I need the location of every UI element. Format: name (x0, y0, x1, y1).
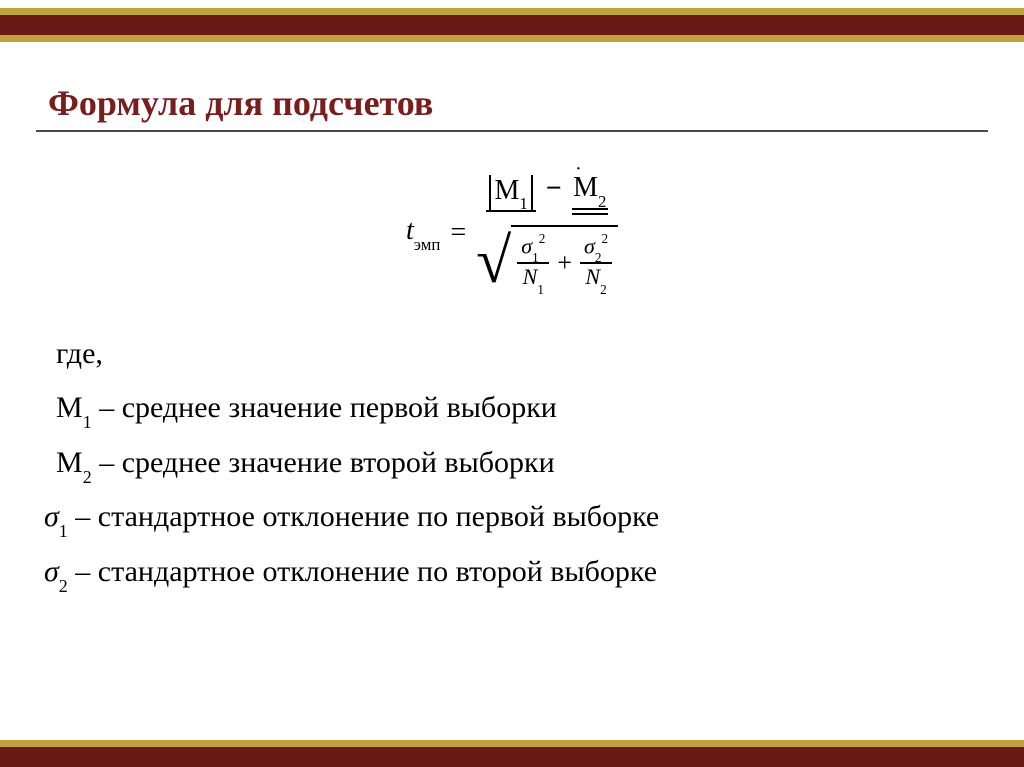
title-underline (36, 130, 988, 132)
legend-sigma1: σ1 – стандартное отклонение по первой вы… (44, 493, 988, 542)
content-area: Формула для подсчетов tэмп = М1 (0, 42, 1024, 597)
equals-sign: = (450, 217, 466, 249)
bar-white (0, 0, 1024, 8)
m2-symbol: М2 (573, 172, 606, 208)
abs-bar-right (531, 175, 533, 211)
sqrt-inner: σ12 N1 + σ22 N2 (511, 225, 618, 294)
bottom-bar-gold (0, 740, 1024, 747)
bar-gold-bottom (0, 35, 1024, 42)
m1-symbol: М1 (494, 175, 527, 211)
legend-where: где, (56, 330, 988, 378)
top-decorative-bars (0, 0, 1024, 42)
minus-sign: − (546, 175, 562, 211)
legend-block: где, М1 – среднее значение первой выборк… (36, 330, 988, 597)
numer-line-1 (486, 210, 535, 212)
legend-m1: М1 – среднее значение первой выборки (56, 384, 988, 433)
denominator: √ σ12 N1 + σ22 (476, 219, 618, 294)
plus-sign: + (557, 248, 572, 278)
formula-block: tэмп = М1 − (36, 172, 988, 294)
numer-line-2b (572, 213, 608, 215)
lhs-var: t (406, 215, 414, 246)
lhs: tэмп (406, 215, 440, 251)
fraction: М1 − М2 (476, 172, 618, 294)
numerator: М1 − М2 (480, 172, 613, 219)
lhs-sub: эмп (414, 235, 441, 254)
numerator-m1-group: М1 (486, 175, 535, 213)
frac-sigma2: σ22 N2 (580, 233, 612, 294)
abs-bar-left (489, 175, 491, 211)
abs-m1: М1 (486, 175, 535, 211)
numerator-m2-group: М2 (572, 172, 608, 215)
frac-sigma1: σ12 N1 (517, 233, 549, 294)
radical-sign: √ (476, 229, 511, 298)
legend-sigma2: σ2 – стандартное отклонение по второй вы… (44, 548, 988, 597)
sqrt: √ σ12 N1 + σ22 (476, 225, 618, 294)
slide: Формула для подсчетов tэмп = М1 (0, 0, 1024, 767)
bottom-bar-dark (0, 747, 1024, 767)
bar-dark (0, 15, 1024, 35)
bar-gold-top (0, 8, 1024, 15)
page-title: Формула для подсчетов (36, 82, 988, 124)
bottom-decorative-bars (0, 740, 1024, 767)
legend-m2: М2 – среднее значение второй выборки (56, 439, 988, 488)
